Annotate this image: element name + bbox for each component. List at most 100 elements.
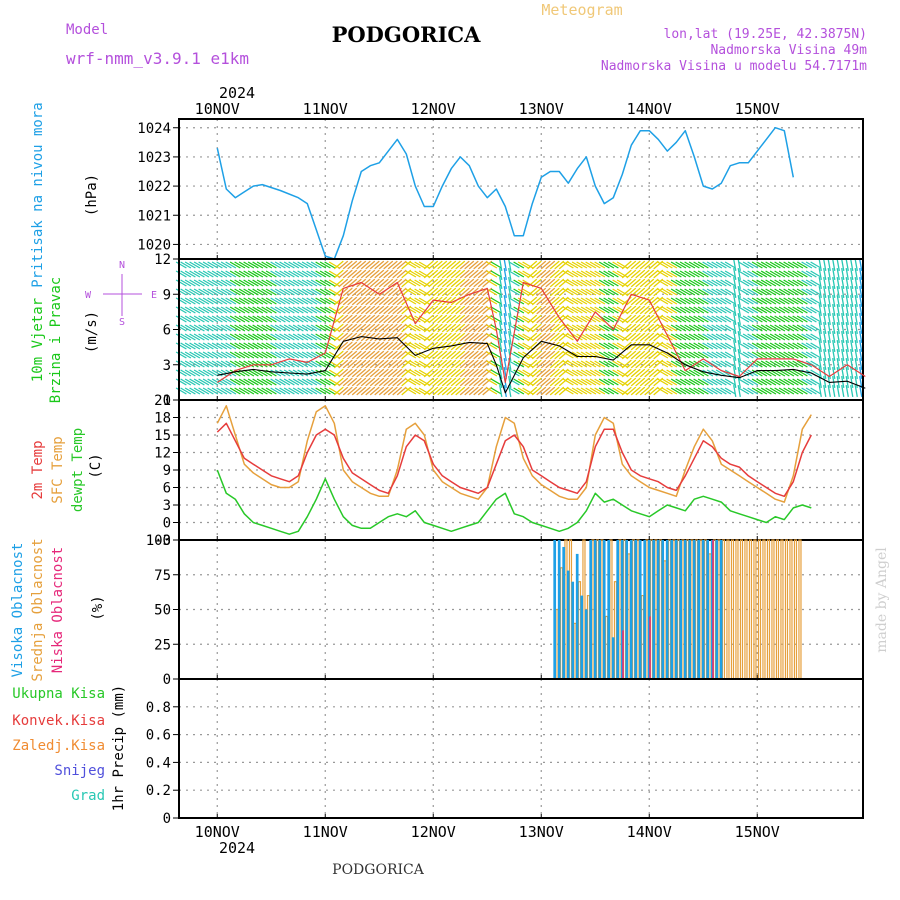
wind-barb bbox=[850, 339, 854, 353]
wind-barb bbox=[644, 278, 655, 288]
wind-barb bbox=[198, 333, 210, 341]
wind-barb bbox=[265, 270, 277, 278]
wind-barb bbox=[333, 359, 344, 369]
wind-barb bbox=[697, 279, 709, 287]
wind-barb bbox=[796, 342, 808, 350]
wind-barb bbox=[432, 350, 443, 360]
high-cloud-bar bbox=[553, 540, 557, 679]
wind-barb bbox=[283, 324, 295, 332]
wind-barb bbox=[702, 315, 714, 323]
wind-barb bbox=[252, 333, 264, 341]
y-tick-label: 0.2 bbox=[146, 783, 171, 799]
day-label-top: 12NOV bbox=[411, 100, 456, 118]
wind-barb bbox=[328, 279, 340, 287]
wind-barb bbox=[796, 324, 808, 332]
wind-barb bbox=[639, 359, 650, 369]
wind-barb bbox=[589, 324, 601, 332]
wind-barb bbox=[468, 377, 479, 387]
wind-barb bbox=[503, 258, 507, 272]
wind-barb bbox=[319, 387, 331, 395]
wind-barb bbox=[827, 303, 831, 317]
wind-barb bbox=[513, 369, 525, 377]
wind-barb bbox=[477, 269, 488, 279]
wind-barb bbox=[818, 366, 822, 380]
wind-barb bbox=[315, 315, 327, 323]
wind-barb bbox=[324, 306, 336, 314]
wind-barb bbox=[688, 351, 700, 359]
wind-barb bbox=[319, 279, 331, 287]
middle-cloud-bar bbox=[672, 539, 676, 680]
wind-barb bbox=[783, 342, 795, 350]
wind-barb bbox=[737, 321, 741, 335]
wind-barb bbox=[706, 315, 718, 323]
high-cloud-bar bbox=[656, 540, 660, 679]
wind-barb bbox=[428, 269, 439, 279]
wind-barb bbox=[490, 351, 502, 359]
wind-barb bbox=[414, 279, 426, 287]
wind-barb bbox=[225, 279, 237, 287]
wind-barb bbox=[558, 287, 569, 297]
wind-barb bbox=[175, 261, 187, 269]
wind-barb bbox=[270, 270, 282, 278]
wind-barb bbox=[338, 359, 349, 369]
wind-barb bbox=[783, 306, 795, 314]
wind-barb bbox=[301, 270, 313, 278]
wind-barb bbox=[392, 359, 403, 369]
wind-barb bbox=[432, 386, 443, 396]
wind-barb bbox=[859, 294, 863, 308]
wind-barb bbox=[688, 387, 700, 395]
wind-barb bbox=[503, 348, 507, 362]
wind-barb bbox=[841, 276, 845, 290]
wind-barb bbox=[477, 377, 488, 387]
y-tick-label: 21 bbox=[154, 393, 171, 409]
wind-barb bbox=[428, 341, 439, 351]
wind-barb bbox=[827, 357, 831, 371]
wind-barb bbox=[184, 351, 196, 359]
wind-barb bbox=[347, 377, 358, 387]
wind-barb bbox=[450, 350, 461, 360]
wind-barb bbox=[859, 384, 863, 398]
wind-barb bbox=[801, 297, 813, 305]
footer-station: PODGORICA bbox=[332, 862, 425, 878]
wind-barb bbox=[598, 270, 610, 278]
wind-barb bbox=[324, 279, 336, 287]
middle-cloud-bar bbox=[748, 539, 753, 680]
wind-barb bbox=[675, 351, 687, 359]
wind-barb bbox=[841, 312, 845, 326]
wind-barb bbox=[383, 386, 394, 396]
wind-barb bbox=[234, 369, 246, 377]
wind-barb bbox=[724, 387, 736, 395]
wind-barb bbox=[365, 332, 376, 342]
wind-barb bbox=[621, 269, 632, 279]
wind-barb bbox=[473, 386, 484, 396]
wind-barb bbox=[823, 285, 827, 299]
wind-barb bbox=[274, 324, 286, 332]
wind-barb bbox=[693, 333, 705, 341]
wind-barb bbox=[612, 315, 624, 323]
wind-barb bbox=[661, 378, 673, 386]
wind-barb bbox=[661, 324, 673, 332]
wind-barb bbox=[549, 332, 560, 342]
wind-barb bbox=[432, 377, 443, 387]
wind-barb bbox=[845, 375, 849, 389]
wind-barb bbox=[670, 270, 682, 278]
wind-barb bbox=[499, 312, 503, 326]
wind-barb bbox=[760, 288, 772, 296]
wind-barb bbox=[841, 366, 845, 380]
wind-barb bbox=[225, 378, 237, 386]
wind-barb bbox=[715, 342, 727, 350]
wind-barb bbox=[198, 324, 210, 332]
wind-barb bbox=[446, 332, 457, 342]
wind-barb bbox=[396, 377, 407, 387]
wind-barb bbox=[751, 378, 763, 386]
wind-barb bbox=[706, 378, 718, 386]
wind-barb bbox=[207, 324, 219, 332]
wind-barb bbox=[418, 261, 430, 269]
wind-barb bbox=[459, 368, 470, 378]
panel-precipitation: 00.20.40.60.8 bbox=[146, 678, 864, 827]
wind-barb bbox=[554, 377, 565, 387]
wind-barb bbox=[612, 369, 624, 377]
wind-barb bbox=[455, 314, 466, 324]
wind-barb bbox=[540, 377, 551, 387]
